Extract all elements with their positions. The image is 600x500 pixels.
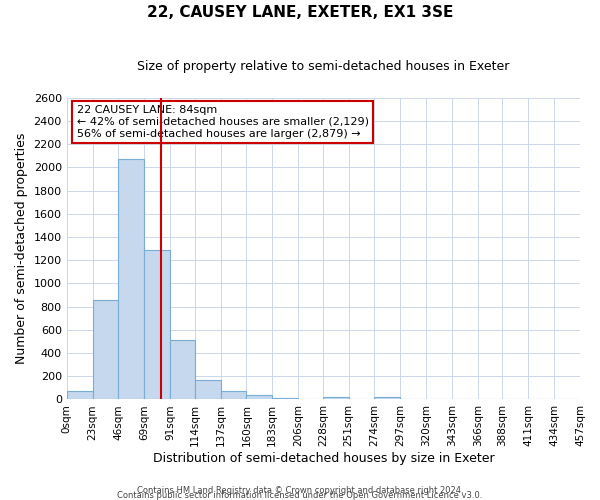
Bar bbox=[298, 399, 323, 400]
Text: Contains HM Land Registry data © Crown copyright and database right 2024.: Contains HM Land Registry data © Crown c… bbox=[137, 486, 463, 495]
Bar bbox=[400, 399, 426, 400]
Bar bbox=[144, 250, 170, 400]
Bar bbox=[502, 399, 529, 400]
Bar bbox=[170, 340, 195, 400]
Bar bbox=[118, 158, 144, 400]
Bar bbox=[349, 399, 374, 400]
Y-axis label: Number of semi-detached properties: Number of semi-detached properties bbox=[15, 133, 28, 364]
X-axis label: Distribution of semi-detached houses by size in Exeter: Distribution of semi-detached houses by … bbox=[152, 452, 494, 465]
Bar bbox=[478, 399, 502, 400]
Bar bbox=[92, 300, 118, 400]
Text: 22, CAUSEY LANE, EXETER, EX1 3SE: 22, CAUSEY LANE, EXETER, EX1 3SE bbox=[147, 5, 453, 20]
Bar bbox=[529, 399, 554, 400]
Title: Size of property relative to semi-detached houses in Exeter: Size of property relative to semi-detach… bbox=[137, 60, 509, 73]
Bar bbox=[323, 396, 349, 400]
Bar bbox=[272, 398, 298, 400]
Text: 22 CAUSEY LANE: 84sqm
← 42% of semi-detached houses are smaller (2,129)
56% of s: 22 CAUSEY LANE: 84sqm ← 42% of semi-deta… bbox=[77, 106, 369, 138]
Bar bbox=[247, 396, 272, 400]
Text: Contains public sector information licensed under the Open Government Licence v3: Contains public sector information licen… bbox=[118, 491, 482, 500]
Bar bbox=[221, 391, 247, 400]
Bar bbox=[67, 391, 92, 400]
Bar bbox=[554, 399, 580, 400]
Bar bbox=[426, 399, 452, 400]
Bar bbox=[374, 397, 400, 400]
Bar bbox=[195, 380, 221, 400]
Bar bbox=[452, 399, 478, 400]
